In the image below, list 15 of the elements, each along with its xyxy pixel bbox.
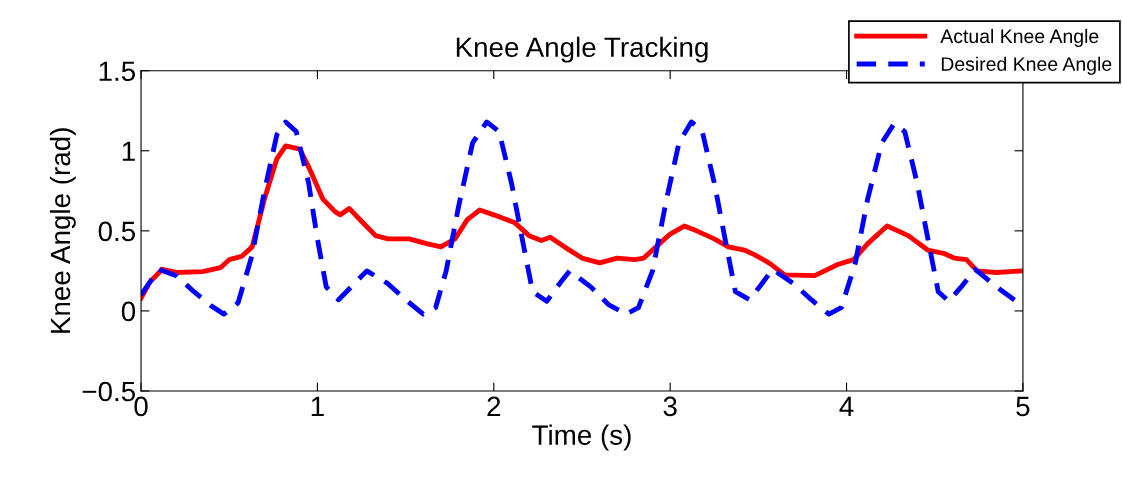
x-tick-label: 1 [311,396,324,416]
y-tick-label: −0.5 [82,381,136,402]
x-tick-label: 5 [1016,396,1030,417]
y-tick-label: 1 [122,141,135,161]
y-tick-label: 0 [121,301,136,322]
y-axis-title: Knee Angle (rad) [49,128,76,333]
legend-label: Desired Knee Angle [941,56,1112,75]
x-tick-label: 4 [839,396,854,416]
chart-title: Knee Angle Tracking [456,36,708,63]
legend-label: Actual Knee Angle [940,28,1099,47]
x-axis-title: Time (s) [532,424,631,451]
x-tick-label: 2 [487,396,501,416]
x-tick-label: 3 [663,396,677,417]
y-tick-label: 0.5 [98,221,136,242]
y-tick-label: 1.5 [99,61,136,82]
